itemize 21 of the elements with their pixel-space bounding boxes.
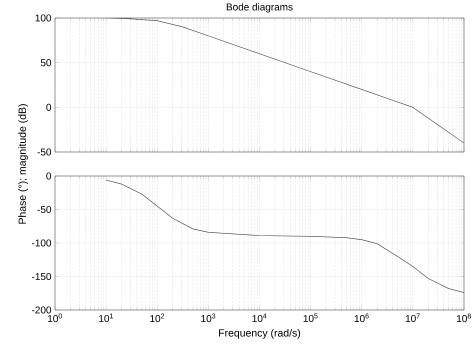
x-tick-label: 10$^{6}$ bbox=[354, 314, 369, 322]
x-axis-title: Frequency (rad/s) bbox=[219, 328, 300, 339]
x-tick-label: 10$^{0}$ bbox=[48, 314, 62, 322]
y-tick-label: -100 bbox=[32, 239, 52, 247]
chart-title: Bode diagrams bbox=[226, 3, 293, 12]
y-tick-label: -50 bbox=[38, 206, 52, 214]
x-tick-label: 10$^{1}$ bbox=[99, 314, 114, 322]
y-tick-label: -150 bbox=[32, 272, 52, 280]
y-tick-label: 100 bbox=[36, 14, 52, 22]
x-tick-label: 10$^{5}$ bbox=[304, 314, 318, 322]
x-tick-label: 10$^{4}$ bbox=[252, 314, 267, 322]
y-tick-label: -200 bbox=[32, 306, 52, 314]
x-tick-label: 10$^{7}$ bbox=[406, 314, 420, 322]
y-tick-label: 50 bbox=[40, 59, 52, 66]
x-tick-label: 10$^{3}$ bbox=[201, 314, 216, 322]
y-axis-title: Phase (°); magnitude (dB) bbox=[18, 104, 28, 224]
x-tick-label: 10$^{2}$ bbox=[150, 314, 164, 322]
y-tick-label: 0 bbox=[46, 172, 52, 180]
y-tick-label: 0 bbox=[46, 104, 52, 111]
y-tick-label: -50 bbox=[38, 148, 52, 156]
x-tick-label: 10$^{8}$ bbox=[457, 314, 471, 322]
